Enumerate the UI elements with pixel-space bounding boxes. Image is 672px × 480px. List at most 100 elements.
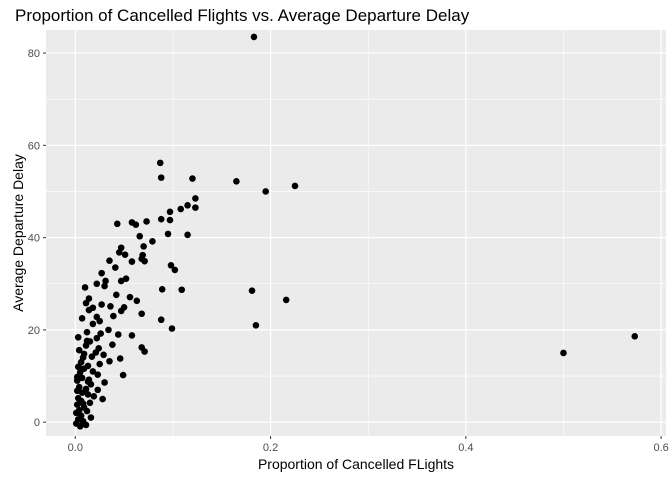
data-point (106, 257, 113, 264)
data-point (282, 296, 290, 304)
data-point (105, 326, 112, 334)
data-point (90, 393, 98, 400)
data-point (84, 378, 92, 385)
data-point (80, 350, 88, 358)
y-axis: 0 20 40 60 80 (28, 48, 46, 429)
y-tick-label: 20 (28, 325, 40, 337)
data-point (117, 307, 125, 315)
data-point (82, 421, 90, 429)
data-point (157, 174, 165, 181)
data-point (98, 269, 105, 277)
major-gridlines (46, 30, 666, 436)
data-point (102, 277, 109, 285)
data-point (166, 216, 174, 224)
chart-title: Proportion of Cancelled Flights vs. Aver… (15, 6, 470, 25)
data-point (126, 293, 134, 301)
data-point (100, 351, 107, 359)
data-point (87, 414, 95, 421)
y-tick-label: 40 (28, 233, 40, 245)
data-point (85, 306, 93, 314)
data-point (248, 287, 256, 294)
data-point (94, 371, 102, 378)
data-point (184, 231, 191, 239)
data-point (82, 299, 90, 307)
x-tick-label: 0.4 (458, 442, 473, 454)
data-point (114, 331, 122, 338)
x-tick-label: 0.6 (653, 442, 668, 454)
data-point (113, 220, 121, 228)
data-point (83, 337, 91, 345)
data-point (178, 286, 186, 294)
data-point (76, 423, 84, 430)
data-point (99, 395, 106, 403)
data-point (132, 221, 140, 228)
data-point (119, 371, 127, 379)
y-tick-label: 60 (28, 140, 40, 152)
data-point (189, 175, 196, 182)
data-point (250, 33, 258, 41)
data-point (121, 251, 129, 258)
data-point (192, 195, 199, 202)
data-point (96, 317, 104, 325)
data-point (560, 349, 567, 357)
data-point (112, 291, 120, 299)
data-point (167, 261, 175, 269)
data-point (84, 391, 92, 398)
x-axis-title: Proportion of Cancelled FLights (258, 456, 454, 472)
data-point (631, 333, 639, 340)
data-point (143, 218, 150, 225)
data-point (138, 310, 145, 318)
data-point (98, 301, 105, 308)
data-point (73, 387, 81, 395)
data-point (79, 400, 87, 408)
data-point (115, 249, 123, 256)
data-point (77, 365, 85, 373)
data-point (106, 357, 113, 365)
data-point (168, 325, 176, 332)
data-point (164, 230, 172, 238)
y-tick-label: 0 (34, 417, 40, 429)
data-point (83, 407, 91, 415)
data-point (83, 328, 91, 336)
y-axis-title: Average Departure Delay (10, 154, 26, 312)
data-point (158, 285, 166, 293)
data-point (117, 277, 125, 285)
data-point (233, 178, 240, 185)
data-point (93, 280, 101, 288)
data-point (252, 321, 260, 329)
data-point (116, 355, 124, 362)
data-point (81, 284, 89, 291)
data-point (78, 315, 86, 322)
data-point (192, 204, 199, 211)
data-point (112, 264, 119, 271)
data-point (97, 330, 104, 337)
data-point (138, 255, 145, 263)
data-point (73, 401, 81, 408)
x-tick-label: 0.2 (263, 442, 278, 454)
data-point (149, 238, 156, 245)
data-point (133, 297, 141, 305)
data-point (109, 341, 116, 348)
data-point (177, 205, 185, 213)
data-point (291, 182, 299, 190)
y-tick-label: 80 (28, 48, 40, 60)
data-point (171, 266, 179, 274)
data-point (72, 409, 80, 417)
data-point (141, 348, 148, 355)
data-point (94, 386, 102, 394)
minor-gridlines (46, 30, 666, 436)
data-point (140, 243, 147, 250)
data-point (75, 346, 83, 354)
data-point (156, 159, 164, 167)
data-point (86, 399, 94, 407)
plot-panel (46, 30, 666, 436)
data-point (101, 282, 108, 290)
data-point (78, 374, 86, 382)
data-point (110, 312, 117, 320)
data-point (157, 316, 165, 324)
data-point (136, 232, 144, 240)
data-point (107, 303, 114, 310)
data-point (89, 320, 97, 328)
data-point (101, 379, 108, 386)
